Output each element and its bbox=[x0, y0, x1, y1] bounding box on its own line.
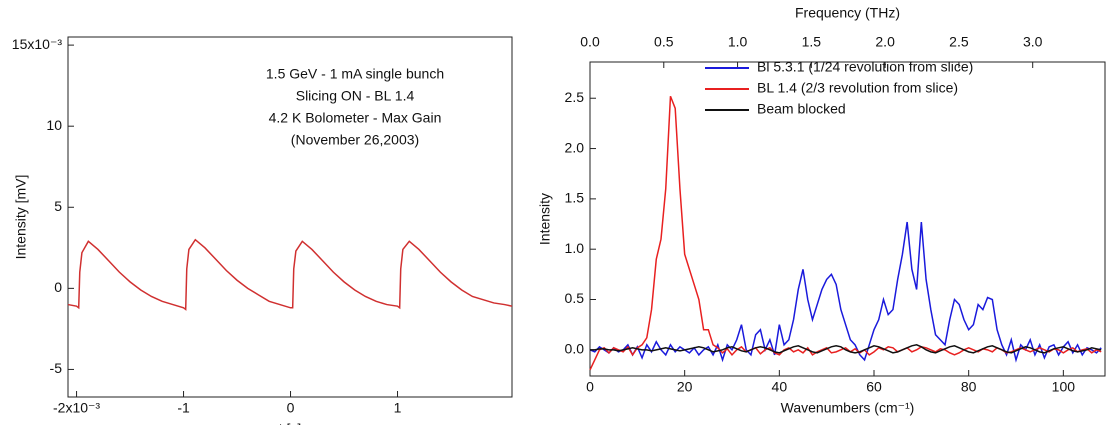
x-tick-label: -1 bbox=[177, 400, 190, 416]
x2-tick-label: 0.0 bbox=[580, 34, 600, 50]
y-tick-label: 5 bbox=[54, 198, 62, 214]
y-tick-label: 1.5 bbox=[565, 190, 585, 206]
y-tick-label: 0.0 bbox=[565, 341, 585, 357]
x2-tick-label: 1.5 bbox=[802, 34, 822, 50]
annotation: 1.5 GeV - 1 mA single bunch bbox=[266, 66, 444, 82]
x2-tick-label: 3.0 bbox=[1023, 34, 1043, 50]
legend-label: BL 1.4 (2/3 revolution from slice) bbox=[757, 80, 958, 96]
y-tick-label: 15x10⁻³ bbox=[12, 36, 63, 52]
legend-label: Bl 5.3.1 (1/24 revolution from slice) bbox=[757, 59, 973, 75]
y-tick-label: 2.5 bbox=[565, 89, 585, 105]
annotation: 4.2 K Bolometer - Max Gain bbox=[269, 110, 442, 126]
x-axis-label: Wavenumbers (cm⁻¹) bbox=[781, 400, 915, 416]
legend-label: Beam blocked bbox=[757, 101, 846, 117]
x-tick-label: 0 bbox=[287, 400, 295, 416]
y-tick-label: -5 bbox=[50, 360, 63, 376]
y-tick-label: 1.0 bbox=[565, 240, 585, 256]
y-axis-label: Intensity [mV] bbox=[13, 175, 29, 260]
x2-axis-label: Frequency (THz) bbox=[795, 5, 900, 21]
x-axis-label: t [s] bbox=[279, 421, 302, 425]
x-tick-label: 20 bbox=[677, 379, 693, 395]
data-line bbox=[67, 238, 513, 311]
y-tick-label: 0 bbox=[54, 279, 62, 295]
data-line bbox=[589, 95, 1102, 371]
x-tick-label: 0 bbox=[586, 379, 594, 395]
plot-frame bbox=[67, 36, 513, 398]
plot-frame bbox=[589, 61, 1106, 377]
data-line bbox=[589, 221, 1102, 363]
annotation: Slicing ON - BL 1.4 bbox=[296, 88, 415, 104]
y-tick-label: 0.5 bbox=[565, 290, 585, 306]
y-tick-label: 2.0 bbox=[565, 139, 585, 155]
x2-tick-label: 2.5 bbox=[949, 34, 969, 50]
x-tick-label: 80 bbox=[961, 379, 977, 395]
data-line bbox=[590, 344, 1102, 354]
y-axis-label: Intensity bbox=[537, 193, 553, 245]
x-tick-label: 60 bbox=[866, 379, 882, 395]
annotation: (November 26,2003) bbox=[291, 132, 419, 148]
x-tick-label: 1 bbox=[394, 400, 402, 416]
x2-tick-label: 0.5 bbox=[654, 34, 674, 50]
x-tick-label: -2x10⁻³ bbox=[53, 400, 100, 416]
y-tick-label: 10 bbox=[46, 117, 62, 133]
x-tick-label: 100 bbox=[1052, 379, 1076, 395]
x-tick-label: 40 bbox=[772, 379, 788, 395]
x2-tick-label: 2.0 bbox=[875, 34, 895, 50]
x2-tick-label: 1.0 bbox=[728, 34, 748, 50]
